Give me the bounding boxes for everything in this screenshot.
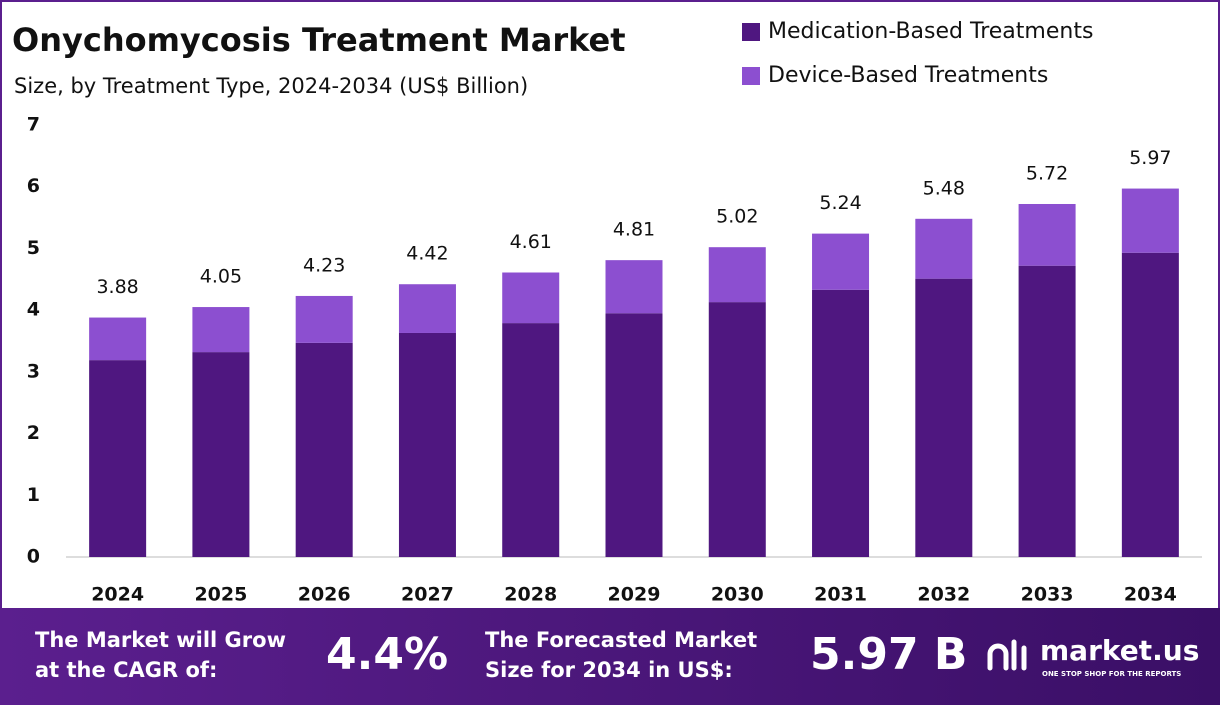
x-tick-label: 2025 <box>194 584 247 606</box>
bar-segment <box>708 302 766 557</box>
bar-segment <box>708 247 766 303</box>
legend-swatch <box>742 67 760 85</box>
bar-segment <box>502 272 560 324</box>
x-tick-label: 2030 <box>711 584 764 606</box>
y-tick-label: 4 <box>27 299 40 321</box>
y-tick-label: 7 <box>27 114 40 136</box>
legend-label: Medication-Based Treatments <box>768 19 1093 44</box>
bar-segment <box>812 289 870 557</box>
y-tick-label: 5 <box>27 237 40 259</box>
total-label: 4.23 <box>303 254 345 276</box>
total-label: 5.48 <box>923 177 965 199</box>
x-tick-label: 2032 <box>917 584 970 606</box>
x-tick-label: 2028 <box>504 584 557 606</box>
total-label: 4.81 <box>613 219 655 241</box>
bar-segment <box>1121 252 1179 557</box>
bar-segment <box>398 332 456 557</box>
total-label: 5.72 <box>1026 162 1068 184</box>
cagr-value: 4.4% <box>326 629 448 680</box>
x-tick-label: 2024 <box>91 584 144 606</box>
total-label: 5.24 <box>819 192 861 214</box>
x-tick-label: 2033 <box>1021 584 1074 606</box>
y-tick-label: 3 <box>27 360 40 382</box>
cagr-label: The Market will Grow <box>35 628 286 652</box>
x-tick-label: 2034 <box>1124 584 1177 606</box>
bar-segment <box>605 260 663 314</box>
bar-segment <box>192 307 250 353</box>
chart-subtitle: Size, by Treatment Type, 2024-2034 (US$ … <box>14 74 528 98</box>
size-value: 5.97 B <box>810 629 967 680</box>
brand-logo <box>987 639 1027 671</box>
bar-segment <box>295 295 353 343</box>
y-tick-label: 0 <box>27 546 40 568</box>
bar-segment <box>812 233 870 290</box>
brand: market.us <box>1040 634 1199 667</box>
bar-segment <box>295 342 353 557</box>
bar-segment <box>1018 203 1076 266</box>
y-tick-label: 1 <box>27 484 40 506</box>
bar-segment <box>192 352 250 557</box>
total-label: 4.05 <box>200 266 242 288</box>
y-tick-label: 6 <box>27 175 40 197</box>
y-tick-label: 2 <box>27 422 40 444</box>
footer-band <box>0 608 1220 705</box>
bar-segment <box>398 284 456 333</box>
size-label: The Forecasted Market <box>485 628 757 652</box>
x-tick-label: 2029 <box>608 584 661 606</box>
bar-segment <box>915 278 973 557</box>
x-tick-label: 2026 <box>298 584 351 606</box>
bar-segment <box>605 313 663 557</box>
bar-segment <box>89 317 147 361</box>
bar-segment <box>1121 188 1179 253</box>
bar-segment <box>89 360 147 557</box>
legend-swatch <box>742 23 760 41</box>
x-tick-label: 2031 <box>814 584 867 606</box>
total-label: 4.42 <box>406 243 448 265</box>
x-tick-label: 2027 <box>401 584 454 606</box>
total-label: 5.97 <box>1129 147 1171 169</box>
total-label: 3.88 <box>96 276 138 298</box>
legend-label: Device-Based Treatments <box>768 63 1048 88</box>
bar-segment <box>915 218 973 279</box>
bar-segment <box>1018 265 1076 557</box>
chart-title: Onychomycosis Treatment Market <box>12 21 626 59</box>
total-label: 5.02 <box>716 206 758 228</box>
size-label: Size for 2034 in US$: <box>485 658 733 682</box>
bar-segment <box>502 323 560 557</box>
cagr-label: at the CAGR of: <box>35 658 217 682</box>
tagline: ONE STOP SHOP FOR THE REPORTS <box>1042 670 1181 678</box>
total-label: 4.61 <box>510 231 552 253</box>
